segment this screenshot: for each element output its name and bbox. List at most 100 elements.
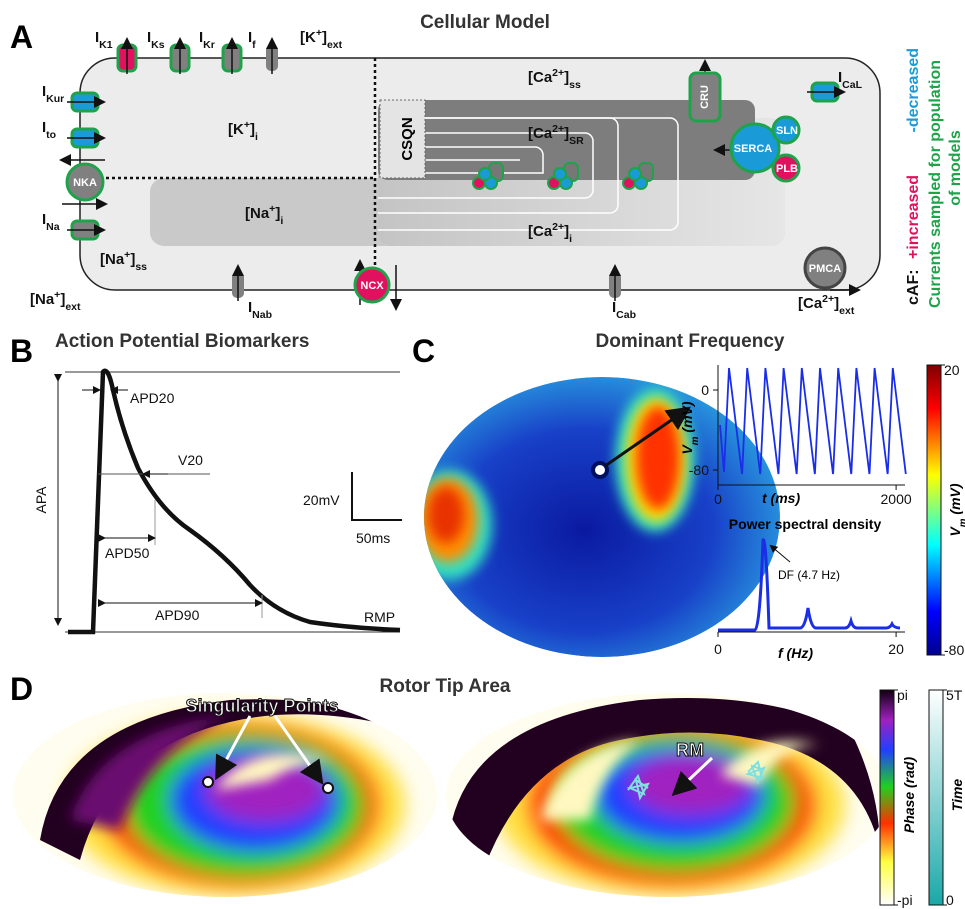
apd90-label: APD90 [155,607,200,623]
ncx-label: NCX [360,280,384,292]
label-part: [Na [100,251,125,268]
apa-label: APA [33,486,49,514]
csqn-label: CSQN [399,117,416,160]
current-label: IKur [42,83,64,105]
panel-letter: C [412,333,435,369]
legend-decreased: -decreased [905,48,922,133]
panel-title: Cellular Model [420,12,550,33]
label-part: ss [135,261,147,273]
label-part: Na [46,221,60,233]
serca-label: SERCA [734,143,773,155]
plb-label: PLB [776,163,798,175]
colorbar-label: Phase (rad) [901,757,917,834]
colorbar-tick-label: pi [897,687,908,703]
df-arrow [771,546,790,562]
x-tick-label: 0 [714,641,722,657]
figure: A Cellular Model CSQN IK1 IKs IKr If [K+… [0,0,965,909]
panel-title: Rotor Tip Area [380,676,511,697]
sln-label: SLN [776,125,798,137]
label-part: SR [569,135,584,147]
scale-t: 50ms [356,530,390,546]
v20-label: V20 [178,452,203,468]
label-part: [K [300,29,316,46]
label-part: Kr [203,39,215,51]
cru-label: CRU [699,85,711,109]
panel-title: Dominant Frequency [596,331,785,352]
scale-v: 20mV [303,492,340,508]
ion-label: [Na+]ext [30,289,81,313]
label-part: K1 [99,39,113,51]
current-label: INa [42,211,60,233]
singularity-point [203,777,213,787]
label-part: Ks [151,39,165,51]
label-part: Cab [616,309,636,321]
panel-b: B Action Potential Biomarkers APA APD20 … [10,331,402,632]
x-axis-label: t (ms) [762,490,800,506]
annotation: RM [676,740,704,760]
panel-letter: B [10,333,33,369]
label-part: Nab [252,309,272,321]
label-part: 2+ [822,293,834,305]
colorbar [927,365,941,655]
panel-a: A Cellular Model CSQN IK1 IKs IKr If [K+… [10,12,964,321]
legend-line: cAF: +increased -decreased [905,48,922,305]
y-tick-label: -80 [689,462,709,478]
panel-title: Action Potential Biomarkers [55,331,309,352]
current-label: IKr [199,29,215,51]
annotation: Singularity Points [185,696,338,716]
current-label: IKs [147,29,165,51]
nka-label: NKA [73,177,97,189]
current-label: If [248,29,256,51]
scale-bar [352,472,402,520]
panel-d: D Rotor Tip Area Singularity Points [0,671,965,909]
current-label: Ito [42,119,56,141]
colorbar-tick-label: 5T [946,687,963,703]
current-label: INab [248,299,272,321]
panel-letter: D [10,671,33,707]
label-part: ext [327,39,343,51]
colorbar-tick-label: -80 [944,642,964,658]
label-part: f [252,39,256,51]
df-annotation: DF (4.7 Hz) [778,568,840,582]
label-part: [Na [30,291,55,308]
label-part: Kur [46,93,64,105]
label-part: ext [65,301,81,313]
time-colorbar [929,690,943,905]
label-part: 2+ [552,67,564,79]
legend-line: Currents sampled for population [927,60,944,308]
psd-title: Power spectral density [729,516,882,532]
colorbar-tick-label: 0 [946,892,954,908]
label-part: [K [228,121,244,138]
current-label: ICab [612,299,636,321]
label-part: i [255,131,258,143]
label-part: 2+ [552,221,564,233]
ion-label: [Ca2+]ext [798,293,855,317]
legend-prefix: cAF: [905,269,922,305]
apd20-label: APD20 [130,390,175,406]
atrial-sphere [408,377,780,657]
current-label: IK1 [95,29,113,51]
x-axis-label: f (Hz) [778,645,813,661]
phase-map-right [440,680,900,909]
label-part: (mV) [947,483,963,518]
rmp-label: RMP [364,609,395,625]
label-part: i [569,233,572,245]
label-part: 2+ [552,123,564,135]
colorbar-tick-label: 20 [944,362,960,378]
apd50-label: APD50 [105,545,150,561]
x-tick-label: 0 [714,491,722,507]
ryr [629,168,641,180]
label-part: [Ca [798,295,823,312]
ryr [554,168,566,180]
x-tick-label: 20 [888,641,904,657]
label-part: [Ca [528,125,553,142]
label-part: (mV) [679,401,695,436]
colorbar-label: Vm (mV) [947,483,965,536]
label-part: CaL [842,79,862,91]
colorbar-label: Time [949,779,965,812]
singularity-point [323,783,333,793]
label-part: ss [569,79,581,91]
pmca-label: PMCA [809,263,841,275]
x-tick-label: 2000 [881,491,912,507]
legend-line: of models [947,130,964,206]
